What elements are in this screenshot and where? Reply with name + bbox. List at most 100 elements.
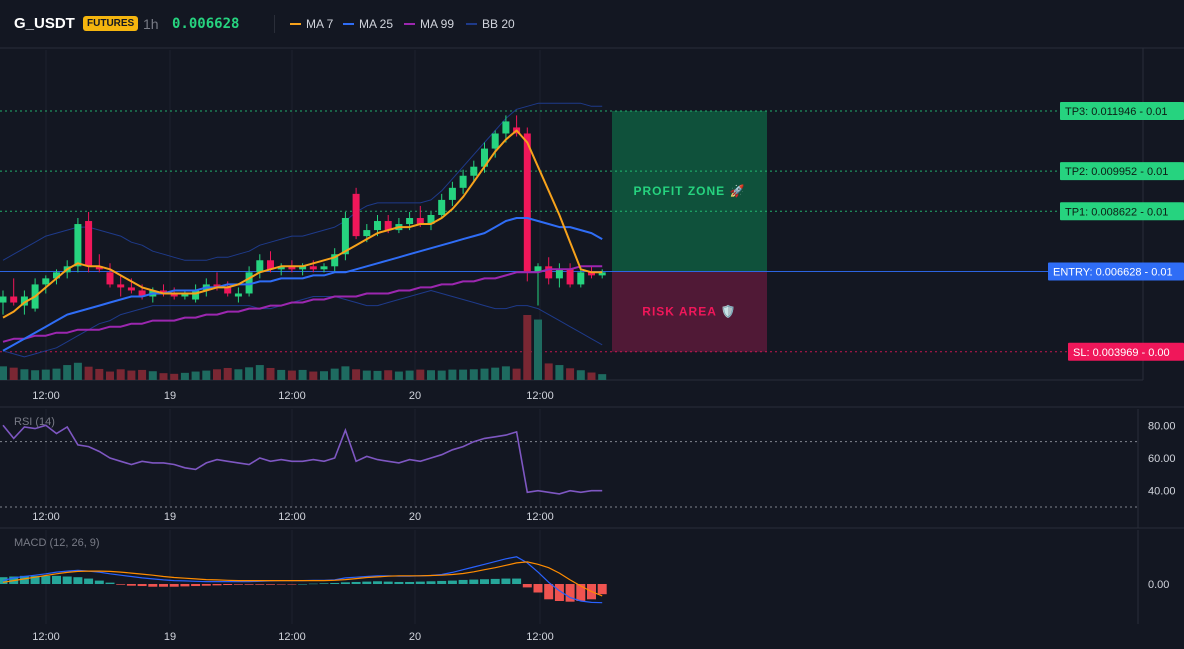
volume-bar xyxy=(384,370,393,380)
level-label: SL: 0.003969 - 0.00 xyxy=(1073,347,1170,359)
level-label-bg xyxy=(1060,101,1184,120)
volume-bar xyxy=(587,372,596,380)
level-label-bg xyxy=(1068,342,1184,361)
volume-bar xyxy=(148,371,157,380)
profit-zone xyxy=(612,110,767,272)
macd-y-tick: 0.00 xyxy=(1148,579,1169,591)
candle-body xyxy=(320,266,328,270)
macd-histogram-bar xyxy=(298,584,308,585)
last-price: 0.006628 xyxy=(172,16,240,32)
candle-body xyxy=(106,272,114,285)
legend-swatch-bb20 xyxy=(466,22,477,25)
candle-body xyxy=(74,224,82,267)
level-label: TP1: 0.008622 - 0.01 xyxy=(1065,206,1168,218)
macd-histogram-bar xyxy=(255,584,265,585)
macd-histogram-bar xyxy=(597,584,607,595)
candle-body xyxy=(406,218,414,225)
price-x-tick: 19 xyxy=(164,390,176,402)
volume-bar xyxy=(287,370,296,380)
candle-body xyxy=(427,214,435,225)
macd-x-tick: 20 xyxy=(409,631,421,643)
candle-body xyxy=(42,278,50,285)
volume-bar xyxy=(277,369,286,380)
volume-bar xyxy=(298,369,307,380)
volume-bar xyxy=(266,367,275,380)
macd-histogram-bar xyxy=(512,578,522,584)
volume-bar xyxy=(9,367,18,380)
ma99-line xyxy=(2,265,603,343)
volume-bar xyxy=(341,366,350,380)
volume-bar xyxy=(448,369,457,380)
volume-bar xyxy=(394,371,403,380)
candle-body xyxy=(170,293,178,297)
volume-bar xyxy=(523,315,532,380)
volume-bar xyxy=(373,370,382,380)
macd-histogram-bar xyxy=(319,583,329,584)
macd-histogram-bar xyxy=(373,581,382,584)
volume-bar xyxy=(20,369,29,380)
macd-histogram-bar xyxy=(201,584,211,586)
macd-histogram-bar xyxy=(576,584,586,601)
volume-bar xyxy=(598,374,607,380)
macd-x-tick: 19 xyxy=(164,631,176,643)
macd-histogram-bar xyxy=(159,584,168,587)
candle-body xyxy=(245,272,253,294)
rsi-x-tick: 12:00 xyxy=(278,511,306,523)
chart-header: G_USDT FUTURES 1h 0.006628 MA 7 MA 25 MA… xyxy=(0,0,1184,48)
candle-body xyxy=(448,187,456,200)
macd-x-tick: 12:00 xyxy=(278,631,306,643)
level-label: TP2: 0.009952 - 0.01 xyxy=(1065,166,1168,178)
macd-histogram-bar xyxy=(458,579,468,584)
bb-upper-line xyxy=(2,102,603,261)
volume-bar xyxy=(459,369,468,380)
volume-bar xyxy=(555,365,564,380)
macd-title: MACD (12, 26, 9) xyxy=(14,537,100,549)
candle-body xyxy=(416,218,424,225)
candle-body xyxy=(0,296,7,303)
candle-body xyxy=(267,260,274,270)
price-x-tick: 12:00 xyxy=(526,390,554,402)
macd-histogram-bar xyxy=(405,581,415,584)
candle-body xyxy=(138,290,146,297)
candle-body xyxy=(277,266,285,270)
macd-histogram-bar xyxy=(554,584,564,601)
rsi-x-tick: 12:00 xyxy=(32,511,60,523)
macd-histogram-bar xyxy=(266,584,275,585)
volume-bar xyxy=(352,369,361,380)
legend-label-bb20: BB 20 xyxy=(482,17,515,31)
volume-bar xyxy=(95,368,104,380)
legend-ma99[interactable]: MA 99 xyxy=(404,14,454,34)
candle-body xyxy=(502,121,510,134)
candle-body xyxy=(523,133,531,273)
legend-bb20[interactable]: BB 20 xyxy=(466,14,515,34)
volume-bar xyxy=(159,373,168,380)
timeframe-label[interactable]: 1h xyxy=(143,16,159,32)
legend-ma7[interactable]: MA 7 xyxy=(290,14,333,34)
volume-bar xyxy=(234,369,243,380)
macd-histogram-bar xyxy=(223,584,233,586)
macd-histogram-bar xyxy=(501,578,511,584)
macd-histogram-bar xyxy=(426,581,436,584)
legend-label-ma25: MA 25 xyxy=(359,17,394,31)
risk-zone xyxy=(612,271,767,352)
level-label: TP3: 0.011946 - 0.01 xyxy=(1065,106,1168,118)
legend-label-ma7: MA 7 xyxy=(306,17,334,31)
rsi-y-tick: 40.00 xyxy=(1148,486,1176,498)
volume-bar xyxy=(469,369,478,380)
candle-body xyxy=(95,266,103,270)
candle-body xyxy=(299,266,307,270)
volume-bar xyxy=(41,369,50,380)
macd-histogram-bar xyxy=(94,580,104,584)
macd-histogram-bar xyxy=(244,584,254,585)
symbol-label[interactable]: G_USDT xyxy=(14,15,75,32)
macd-histogram-bar xyxy=(522,584,532,588)
volume-bar xyxy=(223,367,232,380)
rsi-y-tick: 60.00 xyxy=(1148,453,1176,465)
macd-histogram-bar xyxy=(126,584,136,586)
volume-bar xyxy=(362,370,371,380)
futures-badge: FUTURES xyxy=(83,16,139,31)
candle-body xyxy=(181,293,189,297)
legend-ma25[interactable]: MA 25 xyxy=(343,14,393,34)
macd-histogram-bar xyxy=(19,575,29,584)
